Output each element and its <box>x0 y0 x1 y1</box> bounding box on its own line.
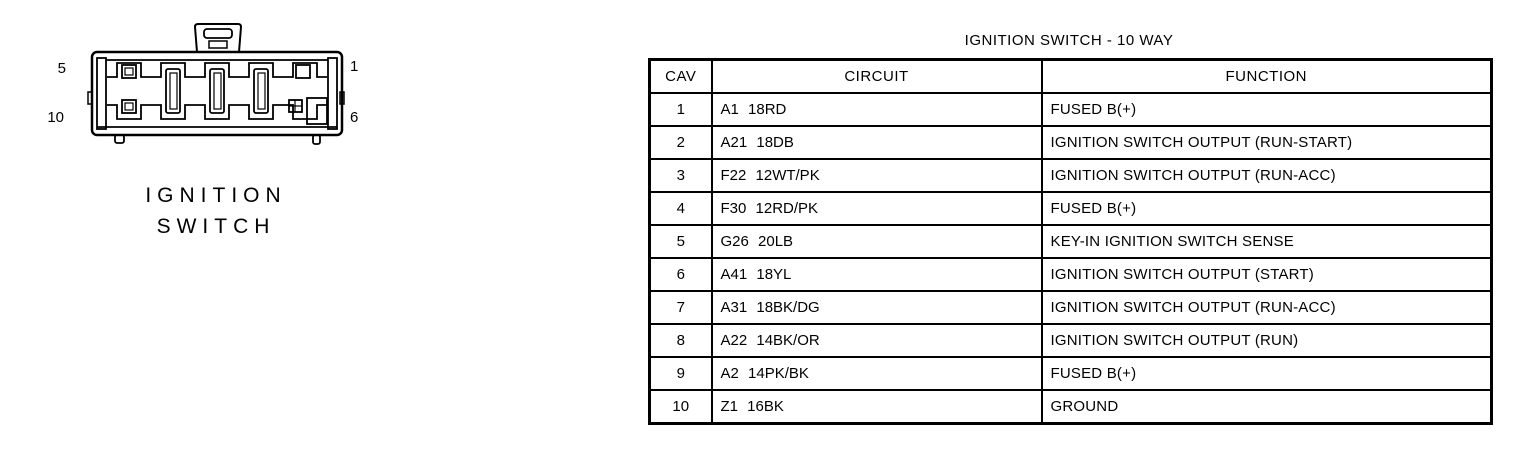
circuit-cell: A31 18BK/DG <box>710 290 1043 325</box>
cav-cell: 2 <box>648 125 713 160</box>
table-row: 7 A31 18BK/DG IGNITION SWITCH OUTPUT (RU… <box>648 290 1493 325</box>
function-cell: IGNITION SWITCH OUTPUT (RUN-ACC) <box>1040 290 1493 325</box>
function-cell: IGNITION SWITCH OUTPUT (RUN) <box>1040 323 1493 358</box>
function-cell: IGNITION SWITCH OUTPUT (RUN-ACC) <box>1040 158 1493 193</box>
table-row: 8 A22 14BK/OR IGNITION SWITCH OUTPUT (RU… <box>648 323 1493 358</box>
function-cell: GROUND <box>1040 389 1493 425</box>
cav-cell: 3 <box>648 158 713 193</box>
header-row: CAV CIRCUIT FUNCTION <box>648 58 1493 94</box>
cav-cell: 7 <box>648 290 713 325</box>
circuit-cell: A2 14PK/BK <box>710 356 1043 391</box>
connector-diagram-icon <box>87 23 345 145</box>
function-cell: FUSED B(+) <box>1040 191 1493 226</box>
cav-cell: 8 <box>648 323 713 358</box>
pinout-table: CAV CIRCUIT FUNCTION 1 A1 18RD FUSED B(+… <box>648 58 1493 425</box>
pin-label-top-right: 1 <box>350 58 359 75</box>
table-row: 3 F22 12WT/PK IGNITION SWITCH OUTPUT (RU… <box>648 158 1493 193</box>
table-row: 9 A2 14PK/BK FUSED B(+) <box>648 356 1493 391</box>
circuit-cell: A1 18RD <box>710 92 1043 127</box>
circuit-cell: A22 14BK/OR <box>710 323 1043 358</box>
circuit-cell: G26 20LB <box>710 224 1043 259</box>
table-title: IGNITION SWITCH - 10 WAY <box>964 32 1174 49</box>
cav-cell: 9 <box>648 356 713 391</box>
pin-label-top-left: 5 <box>57 60 66 77</box>
table-row: 10 Z1 16BK GROUND <box>648 389 1493 425</box>
connector-caption-line1: IGNITION <box>145 184 287 207</box>
table-row: 4 F30 12RD/PK FUSED B(+) <box>648 191 1493 226</box>
cav-cell: 1 <box>648 92 713 127</box>
table-row: 5 G26 20LB KEY-IN IGNITION SWITCH SENSE <box>648 224 1493 259</box>
circuit-cell: A21 18DB <box>710 125 1043 160</box>
header-cav: CAV <box>648 58 713 94</box>
cav-cell: 6 <box>648 257 713 292</box>
circuit-cell: A41 18YL <box>710 257 1043 292</box>
pin-label-bottom-right: 6 <box>350 109 359 126</box>
function-cell: IGNITION SWITCH OUTPUT (RUN-START) <box>1040 125 1493 160</box>
header-function: FUNCTION <box>1040 58 1493 94</box>
cav-cell: 4 <box>648 191 713 226</box>
circuit-cell: F30 12RD/PK <box>710 191 1043 226</box>
connector-caption: IGNITION SWITCH <box>85 180 347 242</box>
function-cell: FUSED B(+) <box>1040 356 1493 391</box>
pin-label-bottom-left: 10 <box>47 109 64 126</box>
function-cell: FUSED B(+) <box>1040 92 1493 127</box>
table-row: 2 A21 18DB IGNITION SWITCH OUTPUT (RUN-S… <box>648 125 1493 160</box>
cav-cell: 5 <box>648 224 713 259</box>
connector-caption-line2: SWITCH <box>156 215 276 238</box>
table-row: 1 A1 18RD FUSED B(+) <box>648 92 1493 127</box>
header-circuit: CIRCUIT <box>710 58 1043 94</box>
table-row: 6 A41 18YL IGNITION SWITCH OUTPUT (START… <box>648 257 1493 292</box>
function-cell: KEY-IN IGNITION SWITCH SENSE <box>1040 224 1493 259</box>
circuit-cell: Z1 16BK <box>710 389 1043 425</box>
function-cell: IGNITION SWITCH OUTPUT (START) <box>1040 257 1493 292</box>
circuit-cell: F22 12WT/PK <box>710 158 1043 193</box>
cav-cell: 10 <box>648 389 713 425</box>
